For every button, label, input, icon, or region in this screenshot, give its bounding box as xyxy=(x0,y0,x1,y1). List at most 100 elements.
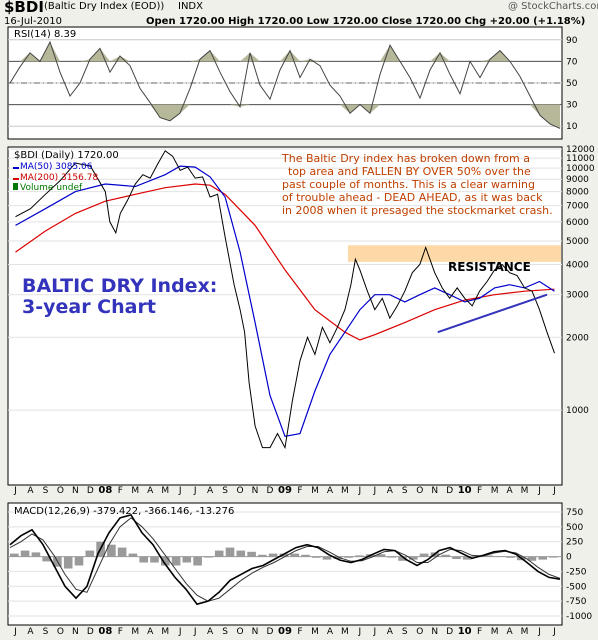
month-axis-label: M xyxy=(311,627,319,637)
month-axis-label: A xyxy=(27,627,34,637)
price-tick-label: 3000 xyxy=(566,291,589,301)
macd-histogram-bar xyxy=(441,554,450,557)
month-axis-label: M xyxy=(161,486,169,496)
price-line xyxy=(15,150,555,450)
month-axis-label: O xyxy=(57,486,64,496)
month-axis-label: S xyxy=(43,486,49,496)
month-axis-label: M xyxy=(131,627,139,637)
macd-histogram-bar xyxy=(301,554,310,557)
macd-panel xyxy=(7,502,563,626)
macd-histogram-bar xyxy=(344,556,353,558)
macd-histogram-bar xyxy=(312,556,321,558)
month-axis-label: M xyxy=(521,486,529,496)
macd-tick-label: 250 xyxy=(566,538,583,548)
resistance-label: RESISTANCE xyxy=(448,260,531,274)
macd-histogram-bar xyxy=(538,556,547,560)
comment-line-5: in 2008 when it presaged the stockmarket… xyxy=(282,204,553,217)
header-ohlc: Open 1720.00 High 1720.00 Low 1720.00 Cl… xyxy=(146,16,586,27)
rsi-tick-label: 90 xyxy=(566,36,578,46)
month-axis-label: M xyxy=(341,627,349,637)
month-axis-label: F xyxy=(297,627,302,637)
month-axis-label: A xyxy=(207,627,214,637)
macd-histogram-bar xyxy=(139,556,148,563)
macd-histogram-bar xyxy=(193,556,202,566)
month-axis-label: J xyxy=(178,486,182,496)
macd-histogram-bar xyxy=(452,556,461,559)
month-axis-label: A xyxy=(327,486,334,496)
macd-histogram-bar xyxy=(204,556,213,558)
rsi-tick-label: 10 xyxy=(566,122,578,132)
price-tick-label: 10000 xyxy=(566,164,595,174)
macd-histogram-bar xyxy=(387,556,397,558)
month-axis-label: O xyxy=(237,627,244,637)
month-axis-label: O xyxy=(416,486,423,496)
macd-tick-label: -750 xyxy=(566,597,587,607)
month-axis-label: M xyxy=(311,486,319,496)
month-axis-label: M xyxy=(161,627,169,637)
macd-histogram-bar xyxy=(63,556,73,569)
macd-histogram-bar xyxy=(214,550,224,557)
rsi-tick-label: 70 xyxy=(566,57,578,67)
macd-histogram-bar xyxy=(376,554,386,557)
macd-histogram-bar xyxy=(322,556,332,560)
macd-tick-label: 750 xyxy=(566,508,583,518)
chart-title-line-2: 3-year Chart xyxy=(22,296,156,318)
comment-line-4: of trouble ahead - DEAD AHEAD, as it was… xyxy=(282,191,543,204)
macd-histogram-bar xyxy=(549,556,558,558)
month-axis-label: S xyxy=(222,486,228,496)
price-tick-label: 5000 xyxy=(566,237,589,247)
month-axis-label: J xyxy=(178,627,182,637)
month-axis-label: D xyxy=(87,486,94,496)
price-tick-label: 1000 xyxy=(566,406,589,416)
macd-histogram-bar xyxy=(527,556,537,561)
month-axis-label: 08 xyxy=(98,626,112,637)
macd-histogram-bar xyxy=(20,550,30,557)
legend-ma200: MA(200) 3156.78 xyxy=(20,173,99,183)
macd-histogram-bar xyxy=(42,556,51,562)
month-axis-label: N xyxy=(431,486,438,496)
month-axis-label: A xyxy=(27,486,34,496)
macd-histogram-bar xyxy=(355,555,364,557)
month-axis-label: O xyxy=(237,486,244,496)
header-date: 16-Jul-2010 xyxy=(4,16,63,27)
macd-histogram-bar xyxy=(247,551,256,557)
macd-line xyxy=(9,513,561,606)
price-tick-label: 11000 xyxy=(566,154,595,164)
macd-label: MACD(12,26,9) -379.422, -366.146, -13.27… xyxy=(14,506,235,517)
macd-histogram-bar xyxy=(409,556,418,560)
rsi-tick-label: 50 xyxy=(566,79,578,89)
exchange-code: INDX xyxy=(178,1,203,12)
month-axis-label: M xyxy=(131,486,139,496)
macd-tick-label: 0 xyxy=(566,553,572,563)
month-axis-label: O xyxy=(416,627,423,637)
month-axis-label: A xyxy=(327,627,334,637)
macd-histogram-bar xyxy=(107,544,116,557)
comment-line-2: top area and FALLEN BY OVER 50% over the xyxy=(288,165,531,178)
month-axis-label: J xyxy=(552,627,556,637)
month-axis-label: N xyxy=(72,486,79,496)
month-axis-label: D xyxy=(446,627,453,637)
legend-price: $BDI (Daily) 1720.00 xyxy=(14,150,119,161)
ma50-line xyxy=(15,165,555,437)
macd-histogram-bar xyxy=(128,553,138,557)
month-axis-label: J xyxy=(193,627,197,637)
legend-volume: Volume undef xyxy=(20,183,83,193)
month-axis-label: J xyxy=(358,486,362,496)
resistance-zone xyxy=(347,245,561,262)
price-tick-label: 4000 xyxy=(566,260,589,270)
macd-tick-label: -1000 xyxy=(566,612,592,622)
macd-histogram-bar xyxy=(398,556,407,561)
month-axis-label: J xyxy=(537,486,541,496)
month-axis-label: F xyxy=(477,627,482,637)
macd-histogram-bar xyxy=(182,556,192,563)
macd-tick-label: -250 xyxy=(566,567,587,577)
macd-histogram-bar xyxy=(279,553,289,557)
macd-histogram-bar xyxy=(85,550,95,557)
month-axis-label: F xyxy=(477,486,482,496)
month-axis-label: M xyxy=(491,486,499,496)
month-axis-label: A xyxy=(507,486,514,496)
month-axis-label: N xyxy=(252,627,259,637)
month-axis-label: A xyxy=(387,627,394,637)
month-axis-label: J xyxy=(373,486,377,496)
macd-histogram-bar xyxy=(484,555,494,557)
